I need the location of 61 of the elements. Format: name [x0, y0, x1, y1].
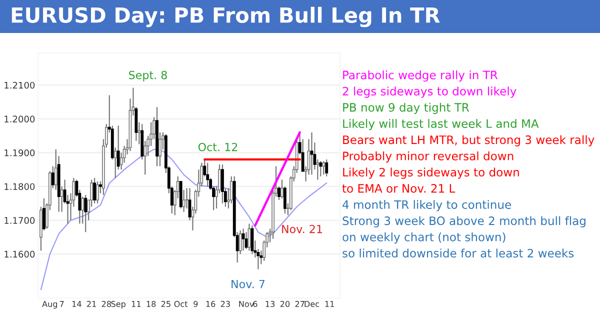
- y-tick-label: 1.1900: [4, 149, 35, 156]
- text: Probably minor reversal down: [343, 151, 514, 163]
- x-tick-label: 25: [161, 300, 170, 308]
- text: Likely 2 legs sideways to down: [343, 168, 519, 179]
- annotation: Oct. 12: [198, 142, 238, 152]
- text: so limited downside for at least 2 weeks: [342, 248, 574, 258]
- x-tick-label: 11: [132, 301, 141, 307]
- text: on weekly chart (not shown): [342, 232, 506, 244]
- candlestick: [310, 132, 314, 176]
- y-tick-label: 1.1600: [4, 250, 35, 258]
- candlestick: [93, 177, 96, 204]
- x-tick-label: 23: [220, 300, 230, 308]
- text: 2 legs sideways to down likely: [342, 86, 516, 98]
- x-tick-label: 7: [60, 301, 64, 307]
- x-tick-label: Oct: [174, 300, 188, 308]
- x-tick-label: 21: [87, 300, 96, 307]
- candlestick: [322, 160, 326, 176]
- candlestick: [138, 122, 141, 145]
- candlestick: [84, 194, 88, 233]
- candlestick: [319, 160, 322, 177]
- x-tick-label: 20: [280, 300, 290, 308]
- text: 4 month TR likely to continue: [342, 200, 511, 212]
- x-tick-label: Sep: [111, 300, 126, 309]
- x-tick-label: 18: [146, 300, 156, 308]
- annotation: Sept. 8: [129, 70, 167, 82]
- candlestick: [54, 148, 58, 190]
- candlestick: [242, 228, 245, 252]
- candlestick: [158, 132, 162, 167]
- x-tick-label: Aug: [42, 301, 58, 309]
- x-tick-label: 14: [72, 301, 82, 307]
- text: Bears want LH MTR, but strong 3 week rally: [343, 135, 594, 146]
- candlestick: [114, 147, 117, 179]
- text: to EMA or Nov. 21 L: [342, 184, 456, 193]
- x-tick-label: 28: [102, 300, 112, 308]
- text: Likely will test last week L and MA: [343, 119, 539, 130]
- text: Strong 3 week BO above 2 month bull flag: [342, 216, 586, 228]
- candlestick: [96, 180, 99, 204]
- candlestick: [144, 140, 147, 176]
- x-tick-label: Nov: [239, 301, 254, 308]
- chart-title: EURUSD Day: PB From Bull Leg In TR: [12, 6, 440, 28]
- y-tick-label: 1.1800: [4, 183, 35, 190]
- y-tick-label: 1.2100: [4, 82, 35, 89]
- candlestick: [206, 162, 210, 188]
- x-tick-label: 6: [253, 300, 258, 308]
- x-tick-label: 27: [295, 300, 304, 307]
- x-tick-label: 13: [266, 300, 275, 308]
- candlestick: [325, 158, 328, 177]
- candlestick: [221, 164, 224, 204]
- x-tick-label: Dec: [304, 301, 320, 308]
- annotation: Nov. 7: [232, 280, 265, 288]
- annotation: Nov. 21: [282, 224, 322, 234]
- candlestick: [182, 189, 186, 212]
- candlestick: [81, 196, 84, 224]
- x-tick-label: 16: [206, 300, 216, 308]
- x-tick-label: 11: [325, 301, 334, 307]
- y-tick-label: 1.1700: [4, 217, 35, 224]
- text: PB now 9 day tight TR: [343, 102, 470, 114]
- y-tick-label: 1.2000: [4, 116, 35, 122]
- candlestick: [280, 179, 284, 199]
- x-tick-label: 9: [194, 300, 198, 308]
- text: Parabolic wedge rally in TR: [343, 70, 498, 82]
